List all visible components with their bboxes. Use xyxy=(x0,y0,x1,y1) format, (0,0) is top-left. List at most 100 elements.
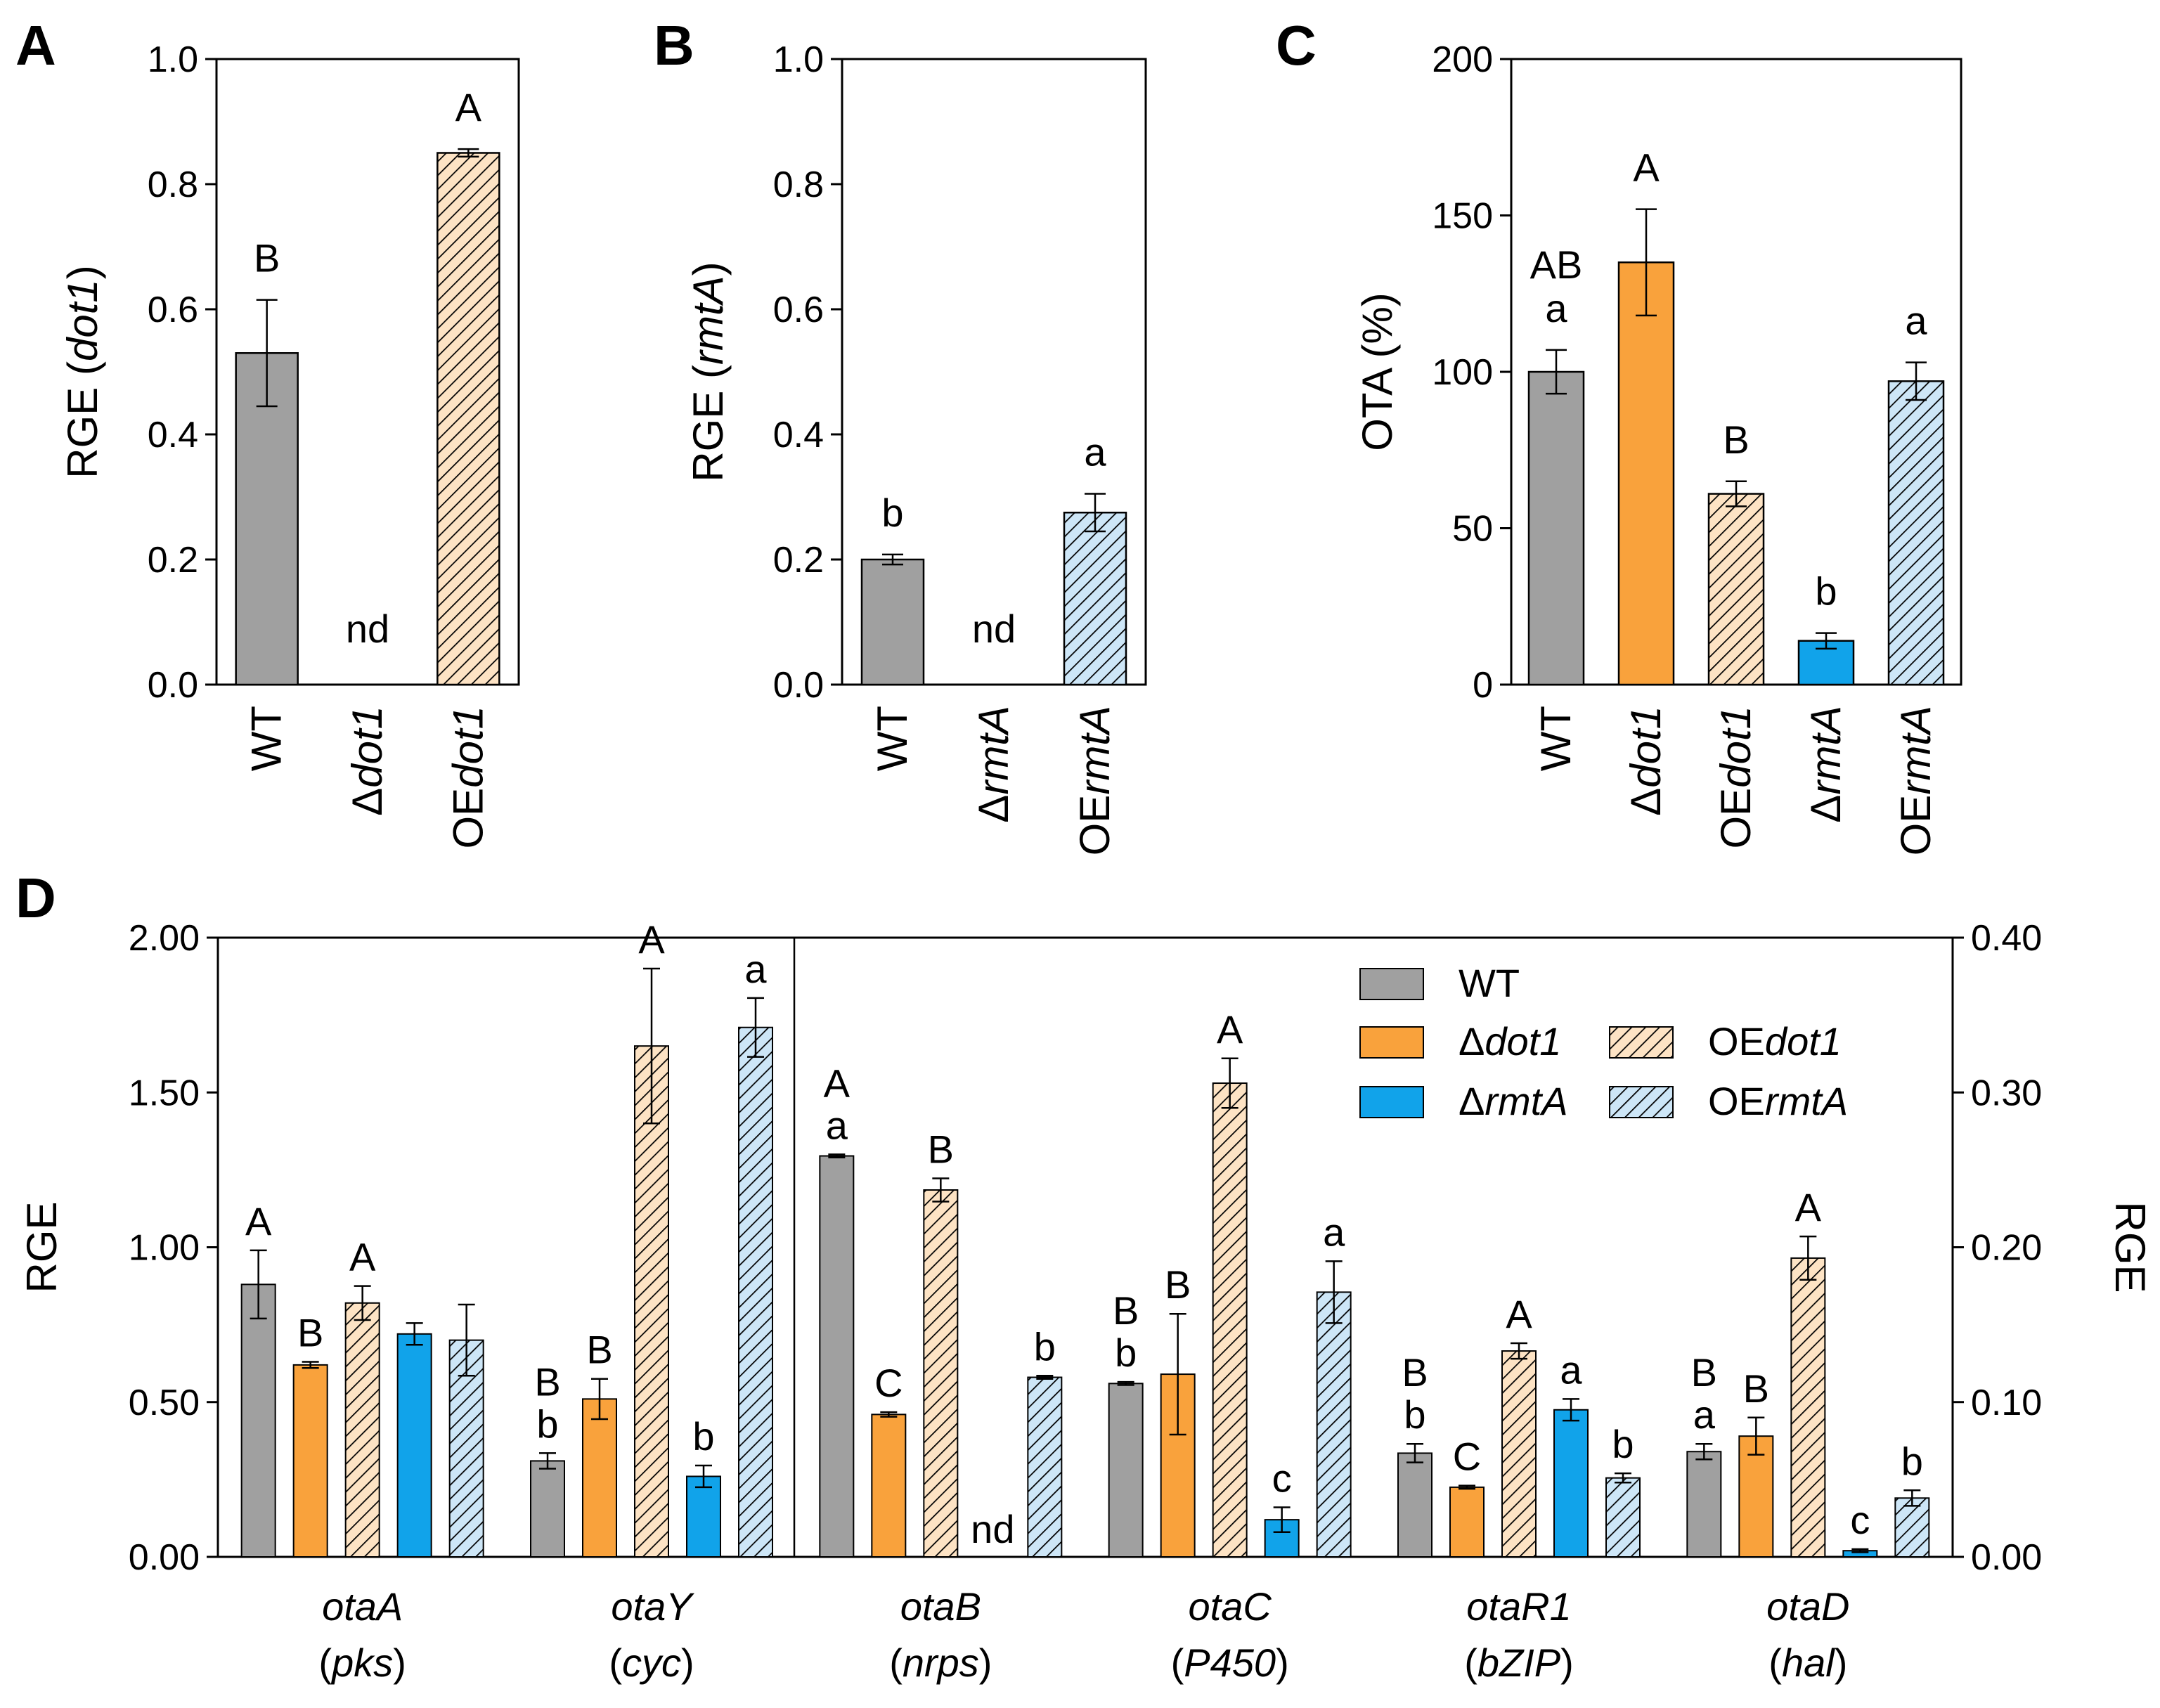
significance-letter-otaR1: b xyxy=(1612,1422,1634,1466)
plot-frame-a xyxy=(215,58,520,686)
x-tick-label-c-pre: Δ xyxy=(1622,788,1669,816)
significance-letter-otaC: B xyxy=(1165,1262,1191,1307)
x-tick-sublabel-otaB-italic: nrps xyxy=(903,1641,979,1685)
x-tick-label-c-pre: Δ xyxy=(1802,795,1849,823)
y-left-tick-label: 1.50 xyxy=(129,1073,200,1113)
significance-letter-otaC: b xyxy=(1115,1331,1137,1375)
significance-letter-otaC: A xyxy=(1217,1007,1243,1052)
legend-label-rmtA-italic: rmtA xyxy=(1485,1079,1567,1123)
y-axis-label-a-italic: dot1 xyxy=(59,279,106,361)
y-tick-label-b: 0.2 xyxy=(773,540,824,581)
x-tick-sublabel-otaC: (P450) xyxy=(1171,1641,1289,1685)
bar-otaD-OEdot1 xyxy=(1790,1257,1826,1558)
significance-letter-otaY: A xyxy=(638,917,665,962)
bar-otaR1-rmtA xyxy=(1553,1409,1589,1558)
bar-otaA-WT xyxy=(240,1283,276,1558)
significance-letter-otaD: A xyxy=(1795,1185,1822,1229)
legend-label-OEdot1-pre: OE xyxy=(1708,1019,1765,1063)
significance-letter-otaB: C xyxy=(874,1361,903,1405)
y-left-tick-label: 0.00 xyxy=(129,1537,200,1578)
y-right-tick-label: 0.10 xyxy=(1971,1383,2042,1423)
x-tick-label-b-pre: WT xyxy=(869,706,916,771)
x-tick-label-c: OEdot1 xyxy=(1712,706,1759,848)
significance-letter-otaY: B xyxy=(534,1359,560,1404)
significance-letter-otaY: a xyxy=(744,947,767,991)
significance-letter-otaC: c xyxy=(1272,1456,1292,1501)
x-tick-label-c: Δdot1 xyxy=(1622,706,1669,816)
legend-label-OErmtA-pre: OE xyxy=(1708,1079,1765,1123)
bar-otaC-OErmtA xyxy=(1316,1291,1352,1558)
x-tick-label-c-italic: rmtA xyxy=(1802,706,1849,795)
x-tick-label-b-pre: Δ xyxy=(970,795,1017,823)
x-tick-sublabel-otaC-pre: ( xyxy=(1171,1641,1184,1685)
y-tick-label-b: 1.0 xyxy=(773,39,824,80)
significance-letter-c: A xyxy=(1633,145,1660,190)
significance-letter-otaA: B xyxy=(297,1310,323,1354)
significance-letter-otaA: A xyxy=(245,1199,272,1243)
x-tick-sublabel-otaD-italic: hal xyxy=(1782,1641,1835,1685)
y-axis-label-a-pre: RGE ( xyxy=(59,361,106,479)
x-tick-label-c: WT xyxy=(1532,706,1579,771)
bar-otaB-OEdot1 xyxy=(923,1189,959,1558)
bar-b-OErmtA xyxy=(1063,512,1127,686)
x-tick-sublabel-otaY-post: ) xyxy=(681,1641,694,1685)
legend-swatch-WT xyxy=(1359,968,1424,1000)
legend-label-WT: WT xyxy=(1459,961,1520,1005)
bar-c-WT xyxy=(1527,370,1585,686)
x-tick-label-otaB: otaB xyxy=(900,1584,981,1629)
x-tick-sublabel-otaC-italic: P450 xyxy=(1184,1641,1276,1685)
bar-otaR1-WT xyxy=(1397,1452,1433,1558)
x-tick-label-c: OErmtA xyxy=(1892,706,1939,855)
significance-letter-otaD: a xyxy=(1693,1392,1716,1437)
panel-label-d: D xyxy=(15,867,56,929)
significance-letter-otaR1: b xyxy=(1404,1392,1425,1437)
x-tick-sublabel-otaD-pre: ( xyxy=(1768,1641,1782,1685)
x-tick-label-c-italic: dot1 xyxy=(1622,706,1669,788)
x-tick-label-a-pre: WT xyxy=(243,706,290,771)
bar-otaD-WT xyxy=(1686,1451,1722,1558)
legend-swatch-dot1 xyxy=(1359,1026,1424,1059)
x-tick-label-c: ΔrmtA xyxy=(1802,706,1849,823)
y-tick-label-c: 100 xyxy=(1432,352,1493,393)
bar-otaD-OErmtA xyxy=(1894,1497,1930,1558)
bar-otaY-OEdot1 xyxy=(634,1045,669,1558)
significance-letter-otaR1: a xyxy=(1560,1347,1582,1392)
significance-letter-otaB: nd xyxy=(971,1507,1014,1551)
bar-c-OEdot1 xyxy=(1707,493,1765,686)
significance-letter-otaB: a xyxy=(826,1103,848,1147)
x-tick-sublabel-otaB: (nrps) xyxy=(889,1641,992,1685)
x-tick-sublabel-otaA: (pks) xyxy=(318,1641,406,1685)
y-tick-label-a: 0.8 xyxy=(148,164,198,205)
bar-otaA-dot1 xyxy=(292,1364,328,1558)
x-tick-label-otaC-italic: otaC xyxy=(1189,1584,1272,1629)
legend-swatch-OErmtA xyxy=(1609,1086,1674,1118)
x-tick-label-b: ΔrmtA xyxy=(970,706,1017,823)
bar-otaD-dot1 xyxy=(1738,1435,1774,1558)
x-tick-sublabel-otaB-pre: ( xyxy=(889,1641,903,1685)
y-tick-label-b: 0.0 xyxy=(773,665,824,706)
significance-letter-c: a xyxy=(1905,299,1927,343)
x-tick-label-otaY-italic: otaY xyxy=(611,1584,694,1629)
x-tick-label-a-italic: dot1 xyxy=(444,706,491,788)
x-tick-label-otaA-italic: otaA xyxy=(322,1584,403,1629)
bar-otaY-WT xyxy=(530,1460,565,1558)
legend-label-dot1-italic: dot1 xyxy=(1485,1019,1561,1063)
x-tick-label-a-italic: dot1 xyxy=(344,706,391,788)
y-axis-label-b-post: ) xyxy=(685,261,732,276)
y-axis-label-c-pre: OTA (%) xyxy=(1354,292,1401,451)
x-tick-sublabel-otaC-post: ) xyxy=(1276,1641,1289,1685)
y-left-tick-label: 2.00 xyxy=(129,918,200,959)
y-tick-label-a: 0.6 xyxy=(148,290,198,330)
x-tick-label-a: WT xyxy=(243,706,290,771)
x-tick-sublabel-otaD-post: ) xyxy=(1835,1641,1848,1685)
x-tick-label-otaR1: otaR1 xyxy=(1466,1584,1571,1629)
bar-otaR1-OEdot1 xyxy=(1501,1350,1537,1558)
plot-frame-b xyxy=(841,58,1147,686)
significance-letter-b: b xyxy=(881,491,903,535)
y-tick-label-b: 0.6 xyxy=(773,290,824,330)
legend-label-OErmtA: OErmtA xyxy=(1708,1079,1848,1123)
y-tick-label-c: 150 xyxy=(1432,196,1493,237)
